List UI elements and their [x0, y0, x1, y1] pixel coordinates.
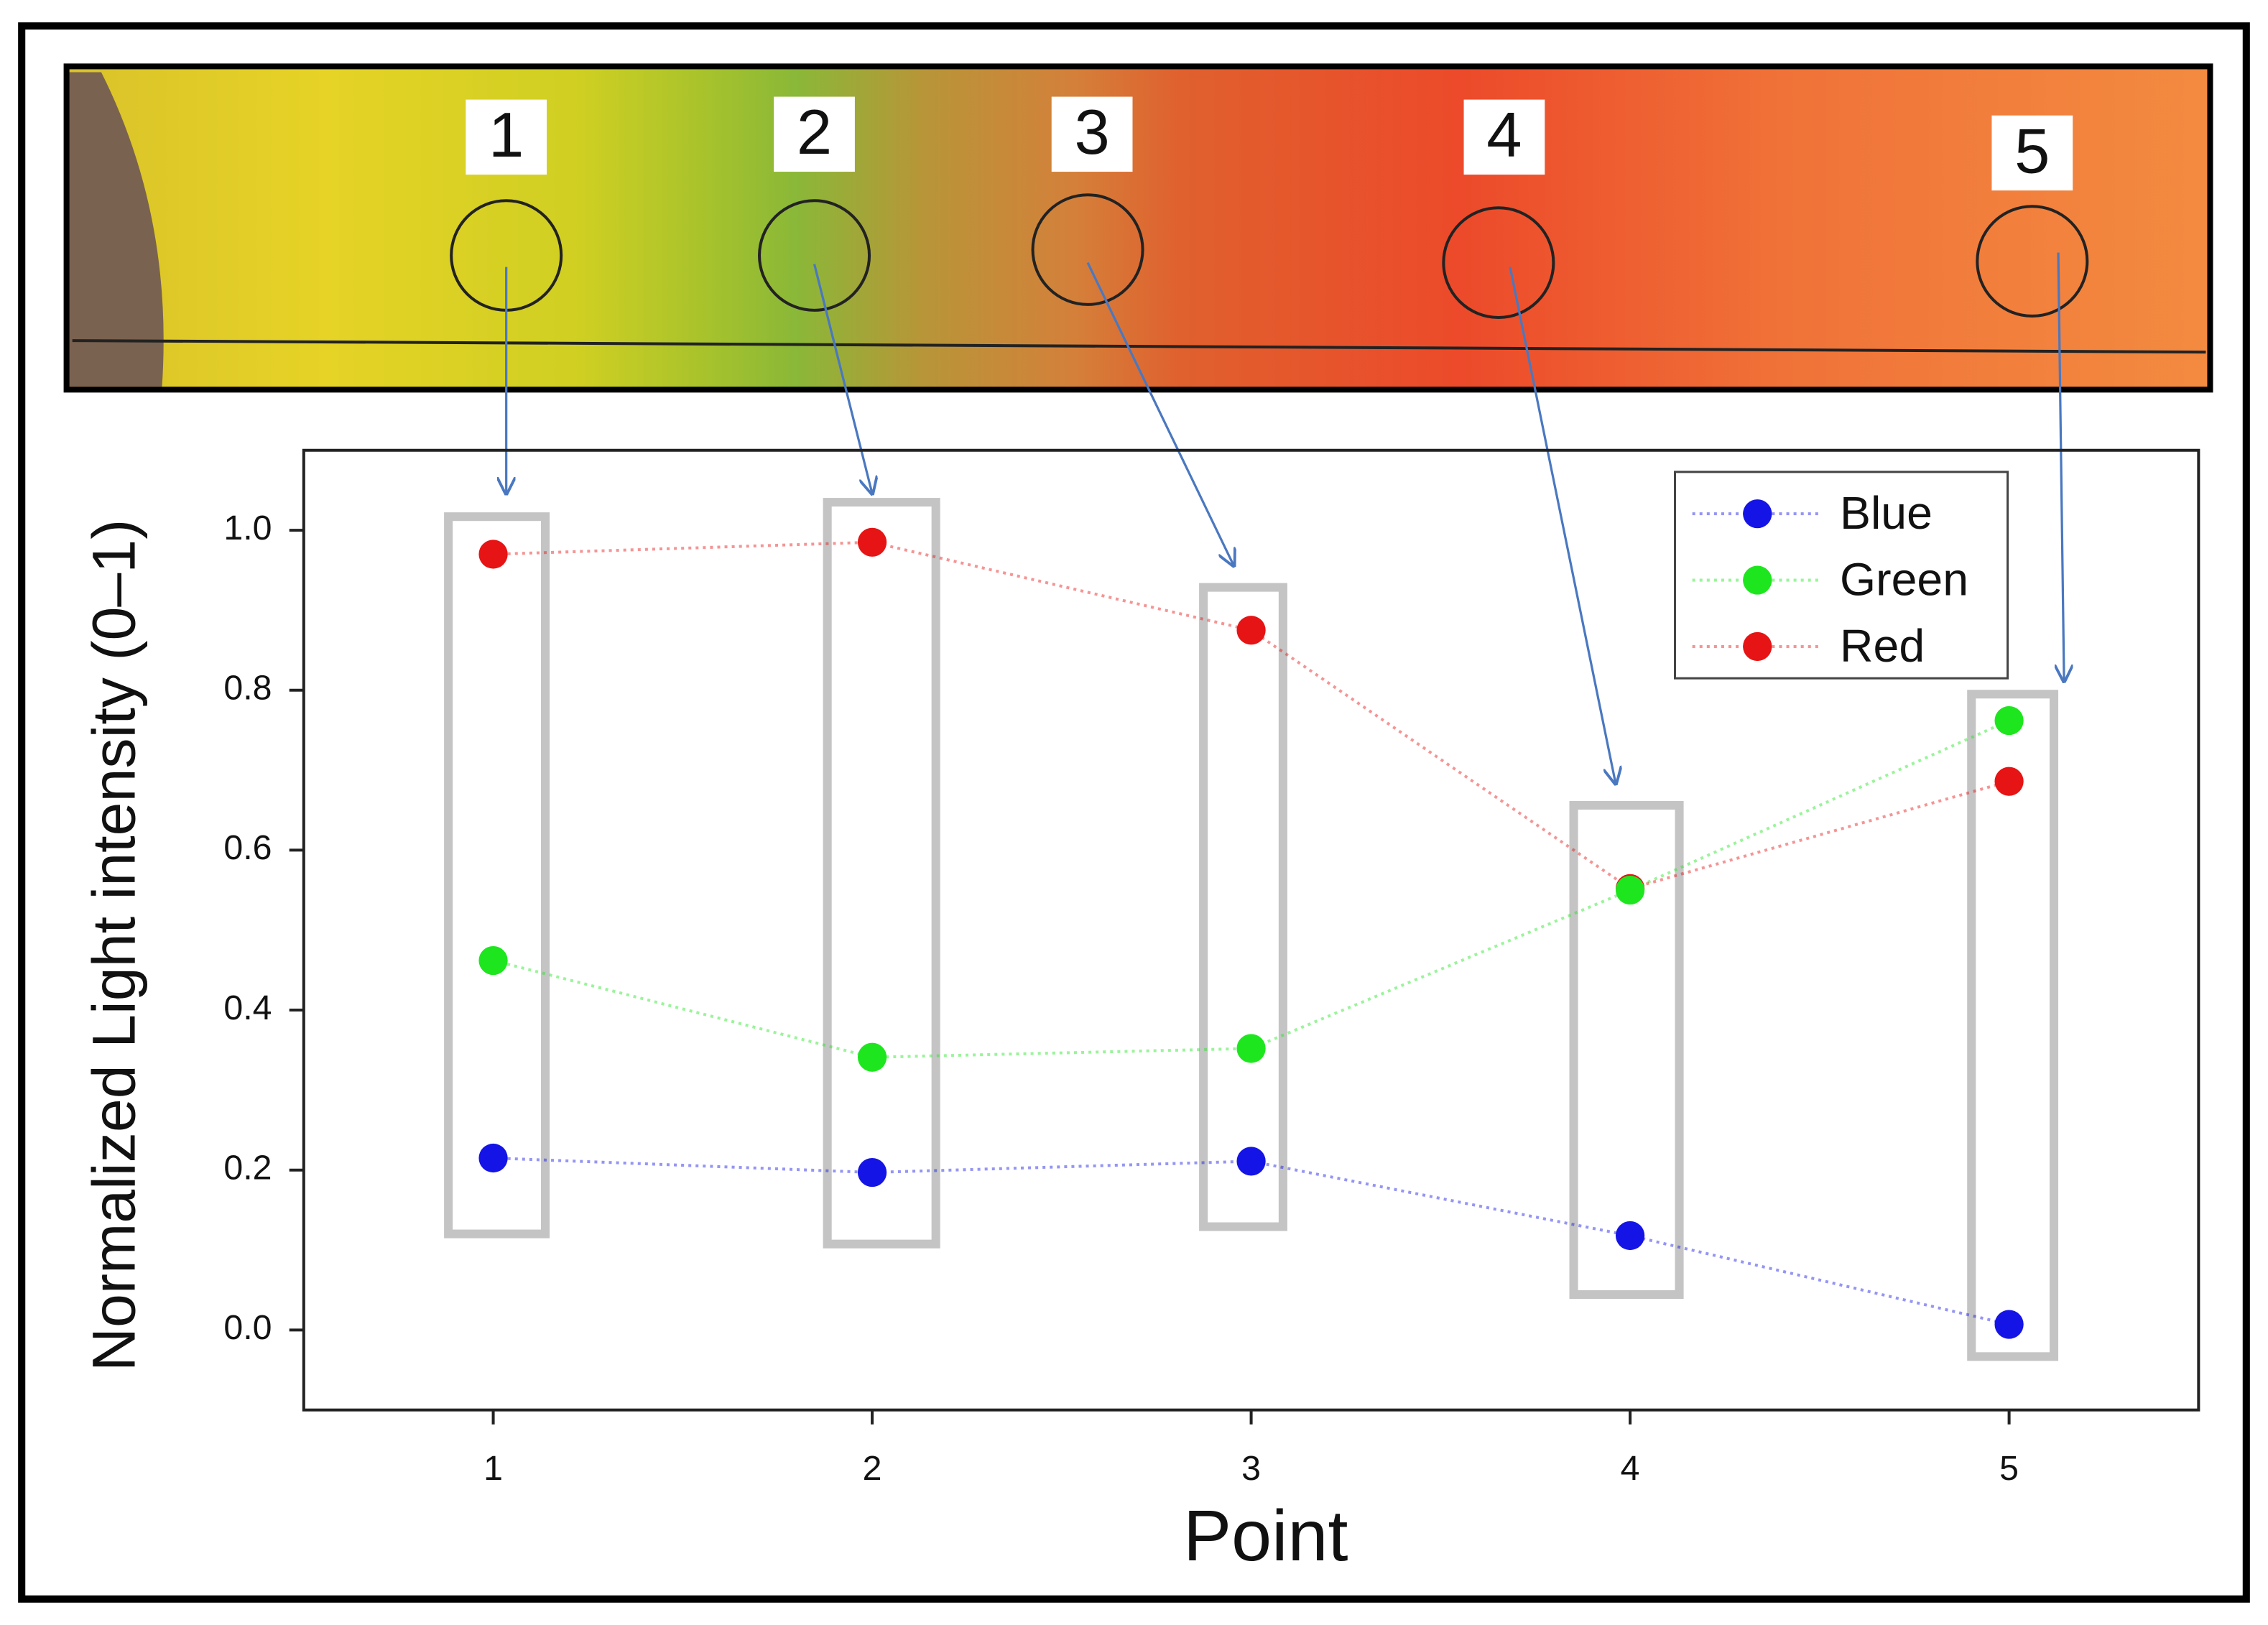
- data-point: [1615, 1221, 1645, 1251]
- data-point: [1994, 767, 2024, 796]
- legend-box: [1673, 471, 2009, 680]
- highlight-box: [1569, 800, 1684, 1299]
- highlight-box: [444, 512, 550, 1239]
- arrow: [2058, 252, 2064, 682]
- data-point: [1236, 616, 1266, 645]
- photo-label: 1: [489, 99, 524, 170]
- data-point: [478, 945, 508, 976]
- data-point: [1994, 1310, 2024, 1339]
- data-point: [857, 1157, 887, 1188]
- photo-line: [72, 339, 2206, 354]
- photo-circle: [758, 199, 871, 312]
- data-point: [1236, 1034, 1266, 1063]
- legend-label: Red: [1840, 620, 1925, 672]
- x-tick-label: 1: [483, 1449, 503, 1488]
- photo-circle: [1031, 193, 1144, 306]
- label-box: [1051, 96, 1133, 172]
- data-point: [1615, 875, 1645, 905]
- legend-label: Blue: [1840, 487, 1933, 539]
- legend: Blue Green Red: [1673, 471, 2009, 680]
- legend-marker: [1743, 565, 1772, 595]
- data-point: [478, 1143, 508, 1173]
- arrow: [1086, 261, 1233, 566]
- legend-marker: [1743, 631, 1772, 662]
- series-line: [493, 1156, 2010, 1326]
- photo-border: [63, 63, 2213, 393]
- data-point: [857, 527, 887, 557]
- x-axis-title: Point: [1183, 1496, 1348, 1576]
- photo-label: 5: [2014, 115, 2050, 186]
- data-point: [1994, 705, 2024, 736]
- photo-edge: [66, 72, 164, 387]
- x-tick-label: 4: [1621, 1449, 1640, 1488]
- photo-circle: [1976, 205, 2089, 318]
- highlight-box: [1967, 690, 2059, 1361]
- y-tick-label: 1.0: [223, 509, 272, 547]
- arrow: [1509, 267, 1616, 784]
- photo-label: 2: [797, 96, 832, 167]
- label-box: [1463, 99, 1545, 175]
- data-point: [857, 1042, 887, 1072]
- highlight-box: [823, 498, 940, 1249]
- photo-marks: 1 2 3 4 5: [450, 96, 2089, 319]
- y-tick-label: 0.2: [223, 1148, 272, 1187]
- legend-marker: [1743, 499, 1772, 529]
- y-tick-label: 0.4: [223, 989, 272, 1027]
- y-tick-label: 0.0: [223, 1308, 272, 1347]
- label-box: [466, 99, 547, 175]
- photo-label: 4: [1486, 99, 1522, 170]
- photo-label: 3: [1074, 96, 1109, 167]
- data-point: [1236, 1147, 1266, 1176]
- series-line: [493, 719, 2010, 1059]
- legend-label: Green: [1840, 554, 1968, 606]
- data-point: [478, 540, 508, 569]
- y-tick-label: 0.8: [223, 669, 272, 708]
- label-box: [1991, 115, 2073, 191]
- y-tick-label: 0.6: [223, 828, 272, 867]
- label-box: [774, 96, 855, 172]
- y-axis-title: Normalized Light intensity (0–1): [80, 519, 147, 1371]
- plot: 0.0 0.2 0.4 0.6 0.8 1.0 1 2 3 4 5 Blue Green Red: [223, 252, 2200, 1488]
- arrow: [813, 264, 873, 494]
- x-tick-label: 2: [863, 1449, 882, 1488]
- x-tick-label: 3: [1241, 1449, 1261, 1488]
- photo-circle: [1442, 206, 1555, 319]
- highlight-box: [1199, 583, 1287, 1231]
- x-tick-label: 5: [1999, 1449, 2019, 1488]
